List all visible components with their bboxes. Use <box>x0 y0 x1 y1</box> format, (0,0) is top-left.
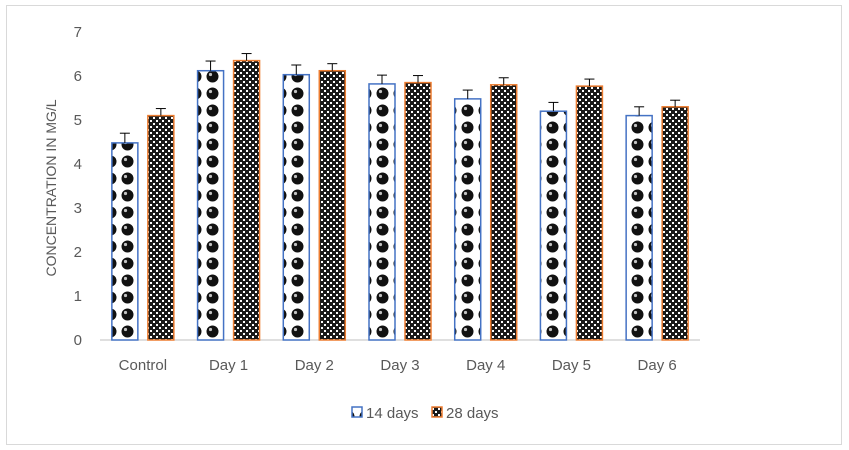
bar-28-days <box>575 85 604 341</box>
bar-14-days <box>539 110 568 341</box>
y-tick-label: 7 <box>74 24 82 41</box>
bar-28-days <box>232 59 261 341</box>
y-tick-label: 5 <box>74 112 82 129</box>
bar-14-days <box>368 83 396 341</box>
x-tick-label: Day 5 <box>552 357 591 374</box>
bar-28-days <box>404 81 432 341</box>
x-tick-label: Day 2 <box>295 357 334 374</box>
legend-swatch-14-days <box>351 406 363 418</box>
bar-14-days <box>282 73 311 341</box>
bar-28-days <box>318 69 347 341</box>
bar-14-days <box>111 142 139 341</box>
x-tick-label: Day 4 <box>466 357 505 374</box>
x-tick-label: Day 1 <box>209 357 248 374</box>
y-axis-label: CONCENTRATION IN MG/L <box>43 99 59 276</box>
y-tick-label: 2 <box>74 244 82 261</box>
x-tick-label: Day 6 <box>638 357 677 374</box>
y-tick-label: 1 <box>74 288 82 305</box>
bar-28-days <box>489 84 518 341</box>
legend-label-14-days: 14 days <box>366 405 419 422</box>
y-tick-label: 0 <box>74 332 82 349</box>
y-tick-label: 4 <box>74 156 82 173</box>
x-tick-label: Control <box>119 357 167 374</box>
bar-14-days <box>196 69 225 341</box>
y-tick-label: 6 <box>74 68 82 85</box>
legend-swatch-28-days <box>431 406 443 418</box>
x-tick-label: Day 3 <box>380 357 419 374</box>
y-tick-label: 3 <box>74 200 82 217</box>
bar-28-days <box>147 114 175 341</box>
bar-14-days <box>453 98 482 341</box>
bar-14-days <box>625 114 653 341</box>
legend-label-28-days: 28 days <box>446 405 499 422</box>
bar-28-days <box>661 106 689 341</box>
